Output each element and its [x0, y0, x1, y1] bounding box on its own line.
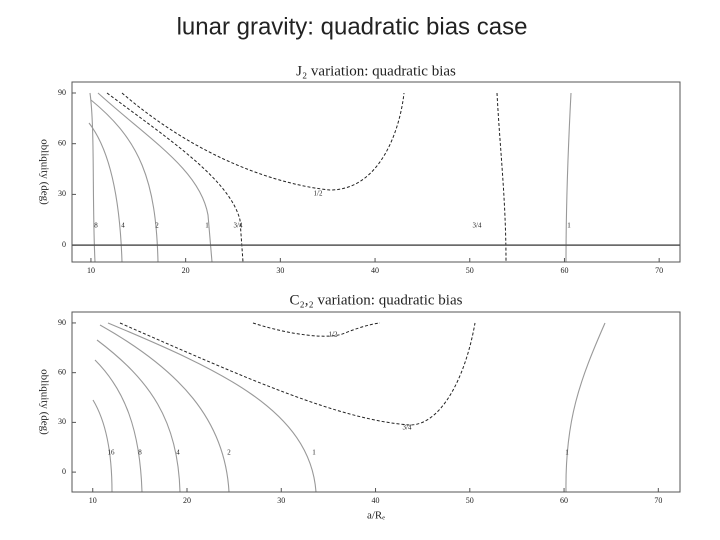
- contour-label: 3/4: [234, 222, 243, 230]
- y-tick-label: 0: [62, 467, 66, 476]
- contour-line: [96, 339, 181, 493]
- contour-label: 4: [176, 449, 180, 457]
- y-axis-label: obliquity (deg): [38, 369, 50, 435]
- y-tick-label: 30: [58, 417, 66, 426]
- contour-label: 8: [138, 449, 142, 457]
- plot-title: C₂,₂ variation: quadratic bias: [290, 292, 463, 308]
- contour-line: [565, 322, 606, 493]
- y-tick-label: 30: [58, 189, 66, 198]
- x-tick-label: 40: [371, 266, 379, 275]
- contour-label: 16: [108, 449, 116, 457]
- contour-line: [107, 322, 317, 493]
- x-axis-label: a/Rₑ: [367, 510, 385, 522]
- x-tick-label: 40: [372, 496, 380, 505]
- contour-line: [97, 92, 213, 263]
- contours-top: [88, 92, 572, 263]
- contour-line: [92, 399, 113, 493]
- contour-label: 2: [155, 222, 159, 230]
- contour-label: 3/4: [403, 424, 412, 432]
- contour-line: [89, 92, 96, 263]
- contour-line: [252, 322, 381, 337]
- x-tick-label: 20: [183, 496, 191, 505]
- slide-title: lunar gravity: quadratic bias case: [177, 13, 528, 40]
- contour-line: [99, 324, 230, 493]
- contours-bottom: [92, 322, 606, 493]
- contour-line: [121, 92, 405, 191]
- plot-frame: [71, 81, 681, 263]
- contour-label: 3/4: [473, 222, 482, 230]
- y-axis-label: obliquity (deg): [38, 139, 50, 205]
- contour-line: [90, 99, 159, 263]
- contour-line: [106, 92, 244, 263]
- x-tick-label: 50: [466, 496, 474, 505]
- contour-label: 1: [567, 222, 571, 230]
- contour-label: 1: [312, 449, 316, 457]
- contour-label: 1: [565, 449, 569, 457]
- x-tick-label: 30: [277, 496, 285, 505]
- contour-label: 2: [227, 449, 231, 457]
- x-tick-label: 10: [87, 266, 95, 275]
- contour-label: 1: [205, 222, 209, 230]
- contour-line: [94, 359, 143, 493]
- x-tick-label: 70: [655, 266, 663, 275]
- x-tick-label: 70: [654, 496, 662, 505]
- x-tick-label: 60: [560, 496, 568, 505]
- y-tick-label: 60: [58, 139, 66, 148]
- plot-title: J₂ variation: quadratic bias: [296, 63, 456, 79]
- contour-line: [88, 122, 123, 263]
- contour-line: [565, 92, 572, 263]
- contour-line: [496, 92, 507, 263]
- x-tick-label: 30: [276, 266, 284, 275]
- y-tick-label: 60: [58, 367, 66, 376]
- x-tick-label: 60: [560, 266, 568, 275]
- contour-label: 1/2: [314, 190, 323, 198]
- y-tick-label: 90: [58, 88, 66, 97]
- x-tick-label: 10: [89, 496, 97, 505]
- plot-frame: [71, 311, 681, 493]
- contour-label: 4: [121, 222, 125, 230]
- y-tick-label: 90: [58, 318, 66, 327]
- contour-label: 1/2: [329, 331, 338, 339]
- contour-line: [119, 322, 476, 426]
- x-tick-label: 20: [182, 266, 190, 275]
- x-tick-label: 50: [466, 266, 474, 275]
- y-tick-label: 0: [62, 240, 66, 249]
- contour-label: 8: [94, 222, 98, 230]
